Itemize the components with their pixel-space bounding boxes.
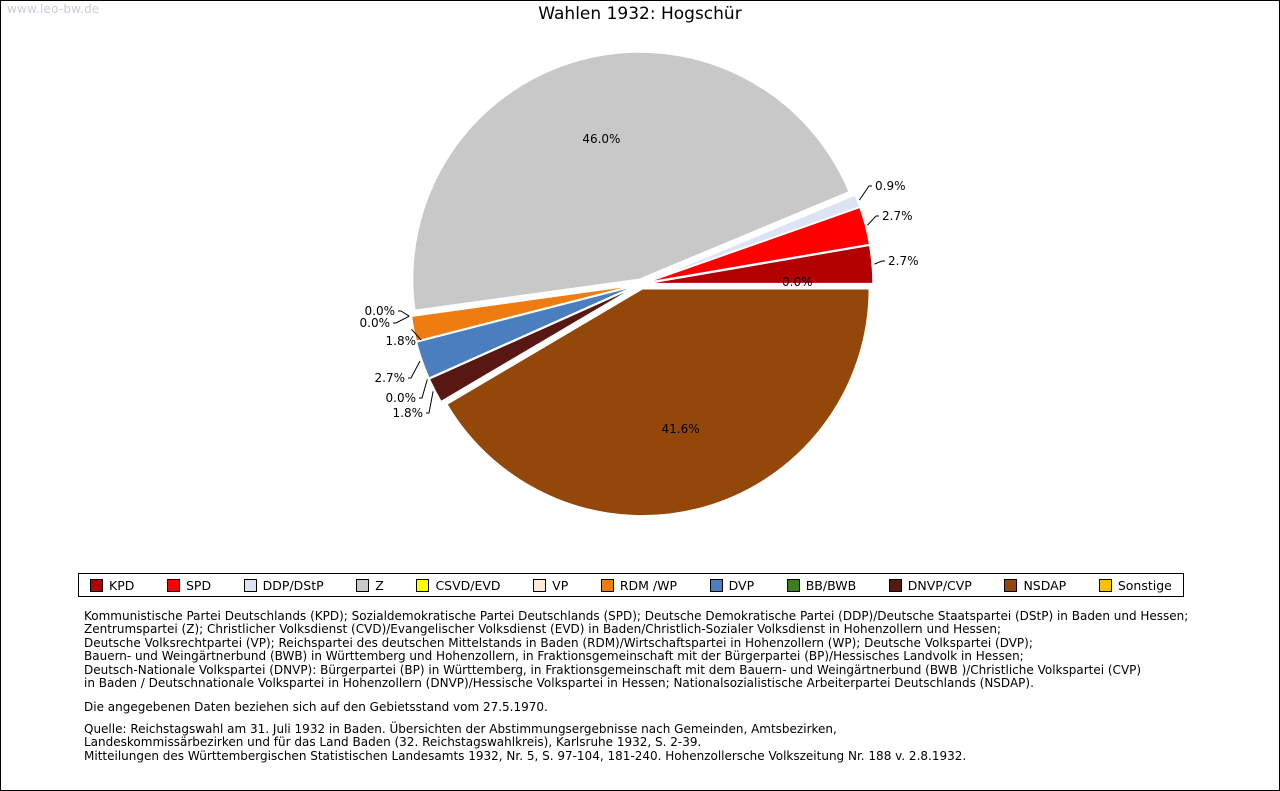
- pie-label-rdm-wp: 1.8%: [386, 334, 417, 348]
- legend-label-kpd: KPD: [109, 577, 135, 593]
- pie-label-spd: 2.7%: [882, 209, 913, 223]
- leader-line-dvp: [408, 360, 421, 379]
- legend-swatch-vp: [533, 578, 547, 592]
- legend-item-csvd-evd: CSVD/EVD: [416, 577, 501, 593]
- legend: KPD SPD DDP/DStP Z CSVD/EVD VP RDM /WP DVP BB/BW…: [78, 573, 1184, 597]
- legend-swatch-dnvp-cvp: [888, 578, 902, 592]
- source-line: Quelle: Reichstagswahl am 31. Juli 1932 …: [84, 722, 837, 736]
- pie-label-nsdap: 41.6%: [662, 422, 700, 436]
- legend-label-ddp-dstp: DDP/DStP: [262, 577, 324, 593]
- legend-swatch-ddp-dstp: [243, 578, 257, 592]
- legend-swatch-kpd: [90, 578, 103, 592]
- source-line: Landeskommissärbezirken und für das Land…: [84, 735, 702, 750]
- legend-label-csvd-evd: CSVD/EVD: [435, 577, 501, 593]
- legend-item-ddp-dstp: DDP/DStP: [243, 577, 324, 593]
- leader-line-kpd: [874, 260, 885, 265]
- legend-label-sonstige: Sonstige: [1117, 577, 1172, 593]
- legend-item-dvp: DVP: [709, 577, 755, 593]
- pie-slice-dnvp-cvp: [428, 285, 637, 403]
- pie-label-vp: 0.0%: [360, 316, 391, 330]
- pie-label-kpd: 2.7%: [888, 254, 919, 268]
- pie-slice-ddp-dstp: [645, 193, 861, 283]
- chart-title: Wahlen 1932: Hogschür: [538, 4, 742, 24]
- legend-item-nsdap: NSDAP: [1004, 578, 1066, 593]
- pie-chart: 2.7%2.7%0.9%46.0%0.0%0.0%1.8%2.7%0.0%1.8…: [360, 51, 919, 517]
- pie-label-dnvp-cvp: 1.8%: [393, 406, 424, 420]
- legend-label-dvp: DVP: [728, 577, 755, 593]
- leader-line-dnvp-cvp: [426, 391, 434, 414]
- legend-swatch-csvd-evd: [416, 578, 430, 592]
- legend-item-dnvp-cvp: DNVP/CVP: [888, 577, 972, 593]
- leader-line-csvd-evd: [398, 310, 410, 317]
- legend-label-dnvp-cvp: DNVP/CVP: [907, 577, 972, 593]
- legend-item-z: Z: [356, 578, 384, 593]
- leader-line-ddp-dstp: [858, 185, 872, 201]
- pie-slice-z: [411, 51, 851, 312]
- legend-item-sonstige: Sonstige: [1098, 577, 1172, 593]
- legend-swatch-spd: [166, 578, 180, 592]
- pie-label-ddp-dstp: 0.9%: [875, 179, 906, 193]
- legend-swatch-sonstige: [1098, 578, 1112, 592]
- legend-item-vp: VP: [533, 578, 568, 593]
- legend-swatch-dvp: [709, 578, 723, 592]
- description-line: Deutsche Volksrechtpartei (VP); Reichspa…: [84, 635, 1033, 650]
- pie-slice-dvp: [415, 284, 637, 380]
- leader-line-vp: [393, 315, 410, 324]
- legend-item-bb-bwb: BB/BWB: [786, 577, 857, 593]
- pie-slice-nsdap: [445, 288, 871, 517]
- leader-line-spd: [867, 215, 879, 226]
- legend-label-z: Z: [375, 577, 384, 593]
- description-line: in Baden / Deutschnationale Volkspartei …: [84, 676, 1034, 691]
- leader-line-bb-bwb: [419, 379, 428, 399]
- territorial-note: Die angegebenen Daten beziehen sich auf …: [84, 700, 548, 714]
- legend-label-nsdap: NSDAP: [1023, 577, 1067, 593]
- pie-label-sonstige: 0.0%: [782, 275, 813, 289]
- description-line: Bauern- und Weingärtnerbund (BWB) in Wür…: [84, 649, 1024, 664]
- legend-label-spd: SPD: [185, 577, 212, 593]
- legend-label-vp: VP: [552, 577, 569, 593]
- legend-item-spd: SPD: [166, 577, 212, 593]
- legend-swatch-z: [356, 578, 370, 592]
- pie-label-csvd-evd: 0.0%: [365, 304, 396, 318]
- source-citation: Quelle: Reichstagswahl am 31. Juli 1932 …: [84, 722, 967, 763]
- legend-label-rdm-wp: RDM /WP: [619, 577, 678, 593]
- legend-swatch-bb-bwb: [786, 578, 800, 592]
- legend-swatch-rdm-wp: [600, 578, 614, 592]
- pie-label-dvp: 2.7%: [375, 371, 406, 385]
- legend-item-kpd: KPD: [90, 578, 134, 593]
- description-line: Zentrumspartei (Z); Christlicher Volksdi…: [84, 622, 1002, 637]
- description-line: Deutsch-Nationale Volkspartei (DNVP): Bü…: [84, 662, 1142, 677]
- pie-slice-kpd: [645, 244, 874, 285]
- pie-label-bb-bwb: 0.0%: [386, 391, 417, 405]
- legend-item-rdm-wp: RDM /WP: [600, 577, 678, 593]
- party-description: Kommunistische Partei Deutschlands (KPD)…: [84, 609, 1189, 691]
- description-line: Kommunistische Partei Deutschlands (KPD)…: [84, 609, 1189, 623]
- source-line: Mitteilungen des Württembergischen Stati…: [84, 748, 967, 763]
- pie-label-z: 46.0%: [582, 132, 620, 146]
- legend-label-bb-bwb: BB/BWB: [805, 577, 857, 593]
- site-watermark: www.leo-bw.de: [7, 2, 100, 16]
- legend-swatch-nsdap: [1004, 578, 1018, 592]
